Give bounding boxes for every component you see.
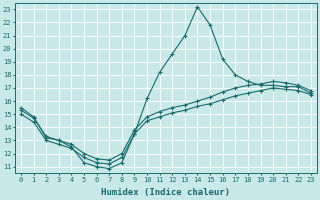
X-axis label: Humidex (Indice chaleur): Humidex (Indice chaleur) (101, 188, 230, 197)
